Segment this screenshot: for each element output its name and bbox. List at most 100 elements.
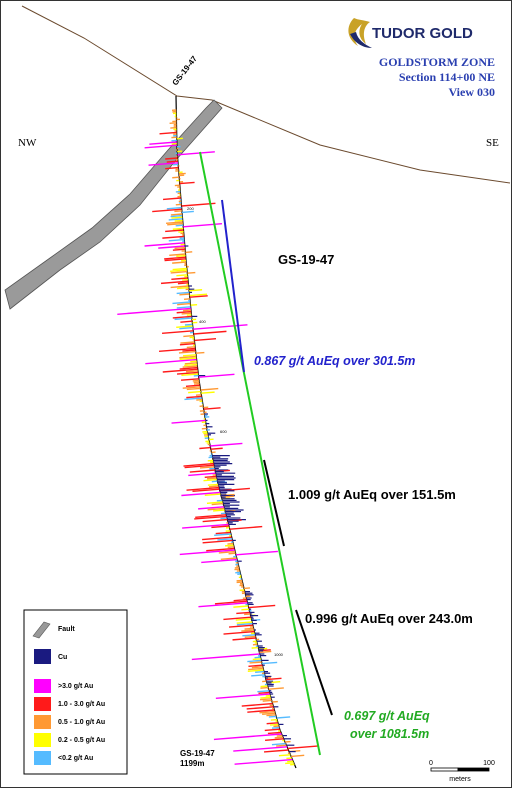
assay-bar-250 [188,472,216,477]
assay-bar-85 [158,245,185,249]
assay-bar-179 [182,386,201,389]
intercept-line-black-1 [263,459,285,547]
zone-title: GOLDSTORM ZONE [379,55,495,69]
assay-bar-420 [259,650,272,654]
assay-bar-330 [227,546,235,549]
assay-bar-158 [182,354,197,357]
assay-bar-427 [247,659,262,663]
assay-bar-162 [190,360,197,363]
assay-bar-96 [172,261,187,264]
assay-bar-106 [171,277,188,281]
depth-tick-200: 200 [187,206,194,211]
assay-bar-465 [259,698,272,701]
intercept-label-4b: over 1081.5m [350,727,429,741]
assay-bar-155 [182,349,196,352]
assay-bar-193 [203,407,221,410]
assay-bar-481 [266,722,279,725]
orientation-left: NW [18,137,37,149]
assay-bar-452 [260,685,268,688]
end-hole-name: GS-19-47 [180,749,215,758]
assay-bar-375 [233,605,249,608]
assay-bar-302 [195,514,227,518]
assay-bar-125 [177,302,191,306]
assay-bar-131 [181,312,192,315]
assay-bar-174 [180,378,199,381]
cu-swatch [34,649,51,664]
assay-bar-507 [291,754,305,758]
assay-bar-121 [189,295,208,298]
assay-bar-181 [200,387,219,391]
scale-unit: meters [449,776,471,783]
assay-bar-488 [267,731,282,735]
assay-bar-456 [257,690,270,693]
assay-bar-79 [162,235,185,239]
assay-bar-28 [177,151,215,156]
assay-bar-160 [179,357,197,361]
assay-bar-124 [172,301,191,305]
collar-label: GS-19-47 [170,54,199,87]
assay-bar-511 [285,762,294,765]
assay-bars [117,109,319,766]
assay-bar-104 [176,274,188,277]
assay-bar-377 [241,608,250,611]
section-title: Section 114+00 NE [399,70,495,84]
assay-bar-371 [198,602,248,608]
assay-bar-431 [248,664,263,668]
assay-bar-406 [232,637,256,641]
assay-bar-223 [199,446,211,450]
assay-bar-102 [170,270,188,274]
assay-bar-466 [262,699,272,702]
assay-bar-397 [244,627,254,630]
assay-bar-46 [179,181,195,185]
assay-bar-254 [204,475,217,479]
assay-bar-393 [236,622,253,626]
assay-bar-506 [278,754,291,757]
assay-bar-126 [190,303,198,306]
assay-bar-30 [165,157,178,160]
assay-bar-325 [202,539,233,544]
assay-bar-304 [194,515,227,520]
assay-bar-182 [188,390,201,394]
assay-bar-145 [193,330,227,335]
assay-bar-150 [180,341,195,344]
swatch-gt3 [34,679,51,693]
swatch-02-05 [34,733,51,747]
assay-bar-68 [168,218,183,221]
assay-bar-201 [171,419,206,424]
legend-label-05-1: 0.5 - 1.0 g/t Au [58,719,105,726]
gold-eagle-icon [348,18,372,48]
intercept-label-2: 1.009 g/t AuEq over 151.5m [288,487,456,502]
fault-icon [32,621,51,639]
assay-bar-163 [184,362,198,365]
legend-label-cu: Cu [58,654,67,661]
assay-bar-486 [264,728,280,732]
assay-bar-395 [228,624,253,628]
assay-bar-497 [271,742,286,746]
assay-bar-73 [183,223,223,228]
assay-bar-266 [208,485,219,488]
assay-bar-316 [211,525,230,529]
assay-bar-296 [213,509,225,512]
scale-bar: 0 100 meters [429,760,495,783]
view-title: View 030 [448,85,495,99]
assay-bar-474 [259,710,275,714]
assay-bar-475 [262,712,276,715]
legend-label-1-3: 1.0 - 3.0 g/t Au [58,701,105,708]
assay-bar-430 [262,661,278,665]
assay-bar-14 [159,131,177,135]
legend-label-02-05: 0.2 - 0.5 g/t Au [58,737,105,744]
assay-bar-436 [255,670,265,674]
assay-bar-468 [241,702,273,707]
assay-bar-224 [210,447,223,450]
assay-bar-509 [234,758,293,765]
swatch-lt02 [34,751,51,765]
assay-bar-140 [176,325,193,329]
assay-bar-498 [276,744,287,747]
assay-bar-421 [191,653,260,661]
assay-bar-161 [145,358,197,365]
assay-bar-493 [265,738,284,741]
depth-tick-400: 400 [199,319,206,324]
orientation-right: SE [486,137,499,149]
assay-bar-113 [177,286,189,290]
topography-line [21,5,511,184]
